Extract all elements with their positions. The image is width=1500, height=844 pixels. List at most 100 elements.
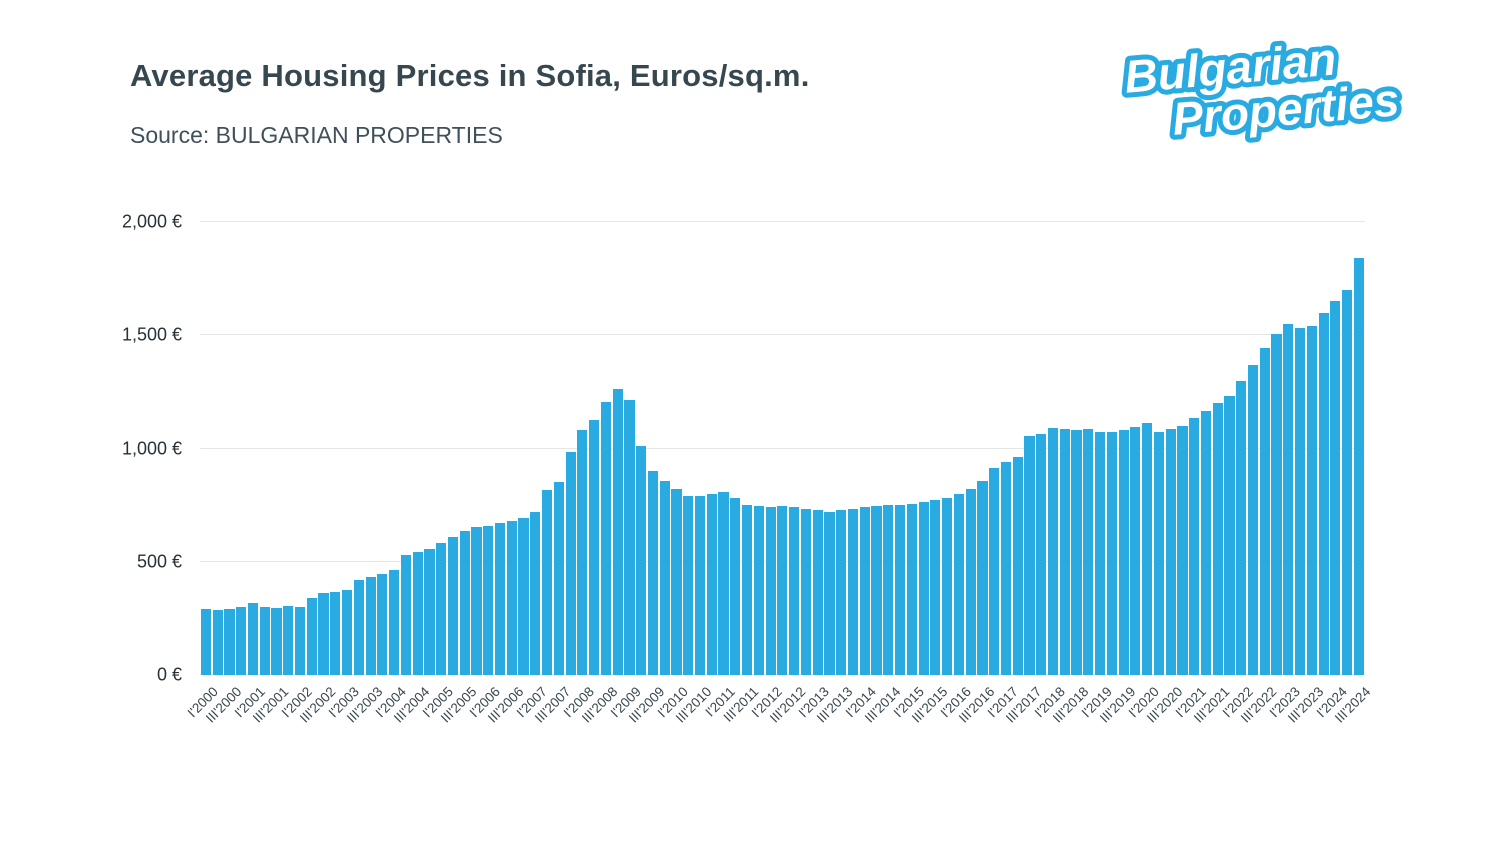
bar-I'2006 [483, 525, 494, 675]
bar-III'2000 [224, 608, 235, 675]
bar-III'2020 [1165, 429, 1176, 675]
bar-II'2007 [542, 490, 553, 675]
bar-II'2005 [447, 536, 459, 675]
bar-III'2016 [977, 480, 988, 675]
bar-I'2019 [1094, 431, 1106, 675]
bar-I'2005 [436, 542, 447, 675]
bar-II'2011 [730, 498, 741, 675]
bar-I'2013 [812, 510, 823, 675]
bar-I'2017 [1000, 462, 1012, 675]
bar-II'2018 [1059, 429, 1070, 675]
y-axis-labels: 0 € 500 € 1,000 € 1,500 € 2,000 € [120, 212, 190, 685]
bar-I'2016 [953, 493, 964, 675]
bar-III'2005 [459, 531, 470, 675]
bar-IV'2007 [565, 451, 576, 675]
gridline [200, 334, 1365, 336]
bar-IV'2019 [1130, 426, 1141, 675]
bar-IV'2013 [847, 508, 859, 675]
bulgarian-properties-logo: Bulgarian Properties [1118, 28, 1406, 148]
bar-IV'2002 [330, 591, 341, 675]
y-tick-label: 1,500 € [121, 324, 182, 345]
bar-II'2008 [589, 420, 600, 675]
bar-II'2014 [871, 506, 882, 675]
bar-III'2012 [789, 507, 800, 675]
bar-IV'2006 [518, 517, 529, 675]
bar-II'2009 [636, 446, 647, 675]
y-tick-label: 2,000 € [121, 211, 182, 232]
bar-II'2010 [683, 496, 694, 675]
bar-I'2021 [1189, 417, 1200, 675]
bars [200, 222, 1365, 675]
x-axis-labels: I'2000 III'2000 I'2001 III'2001 I'2002 III'20… [184, 679, 1374, 789]
bar-I'2007 [530, 511, 541, 675]
bar-II'2022 [1247, 364, 1259, 675]
bar-I'2015 [906, 503, 917, 675]
bar-I'2014 [859, 507, 870, 675]
bar-I'2002 [294, 606, 306, 675]
bar-I'2024 [1330, 300, 1341, 675]
bar-I'2018 [1047, 427, 1059, 675]
y-tick-label: 1,000 € [121, 438, 182, 458]
bar-I'2009 [624, 399, 635, 675]
bar-III'2023 [1306, 325, 1317, 675]
bar-II'2019 [1106, 432, 1117, 675]
bar-III'2003 [365, 577, 376, 675]
bar-II'2002 [306, 597, 317, 675]
bar-IV'2015 [942, 498, 953, 675]
bar-IV'2003 [377, 574, 388, 675]
bar-IV'2009 [659, 481, 670, 675]
bar-I'2008 [577, 430, 588, 675]
gridline [200, 221, 1365, 222]
bar-IV'2022 [1271, 334, 1282, 675]
bar-III'2017 [1024, 436, 1035, 675]
bar-III'2013 [836, 510, 847, 675]
bar-IV'2016 [989, 468, 1000, 675]
bar-III'2024 [1353, 258, 1364, 675]
bar-I'2004 [389, 569, 400, 675]
page-title: Average Housing Prices in Sofia, Euros/s… [130, 58, 810, 93]
bar-I'2001 [247, 602, 259, 675]
bar-I'2011 [718, 491, 729, 675]
bar-III'2021 [1212, 403, 1223, 675]
bar-III'2015 [930, 500, 941, 675]
bar-II'2006 [494, 523, 506, 675]
bar-I'2003 [341, 590, 353, 675]
bar-III'2004 [412, 551, 423, 675]
bar-I'2022 [1236, 380, 1247, 675]
bar-III'2011 [742, 504, 753, 675]
bar-II'2021 [1200, 411, 1212, 675]
bar-II'2024 [1342, 289, 1353, 675]
bar-II'2016 [965, 488, 976, 675]
bar-II'2017 [1012, 457, 1023, 675]
bar-III'2001 [271, 607, 282, 675]
bar-IV'2023 [1318, 312, 1329, 675]
y-tick-label: 500 € [136, 551, 182, 572]
bar-II'2020 [1153, 432, 1164, 675]
bar-III'2006 [506, 520, 517, 675]
bar-II'2001 [259, 607, 270, 675]
bar-IV'2010 [706, 493, 717, 675]
bar-II'2023 [1295, 328, 1306, 675]
bar-IV'2021 [1224, 395, 1235, 675]
chart-plot-area [200, 221, 1365, 675]
bar-III'2018 [1071, 429, 1082, 675]
gridline [200, 447, 1365, 449]
bar-IV'2018 [1083, 429, 1094, 675]
bar-II'2012 [777, 506, 788, 675]
bar-IV'2001 [283, 605, 294, 675]
bar-IV'2004 [424, 549, 435, 675]
bar-II'2003 [353, 579, 364, 675]
bar-III'2002 [318, 593, 329, 675]
bar-IV'2017 [1036, 434, 1047, 675]
bar-III'2008 [600, 402, 611, 675]
bar-IV'2008 [612, 389, 623, 675]
bar-I'2000 [200, 609, 211, 675]
bar-II'2004 [400, 554, 411, 675]
bar-I'2020 [1142, 423, 1153, 675]
bar-III'2019 [1118, 430, 1129, 675]
bar-III'2010 [694, 495, 706, 675]
y-tick-label: 0 € [156, 664, 182, 685]
bar-III'2009 [647, 471, 659, 675]
bar-IV'2005 [471, 526, 482, 675]
chart-source: Source: BULGARIAN PROPERTIES [130, 122, 503, 148]
